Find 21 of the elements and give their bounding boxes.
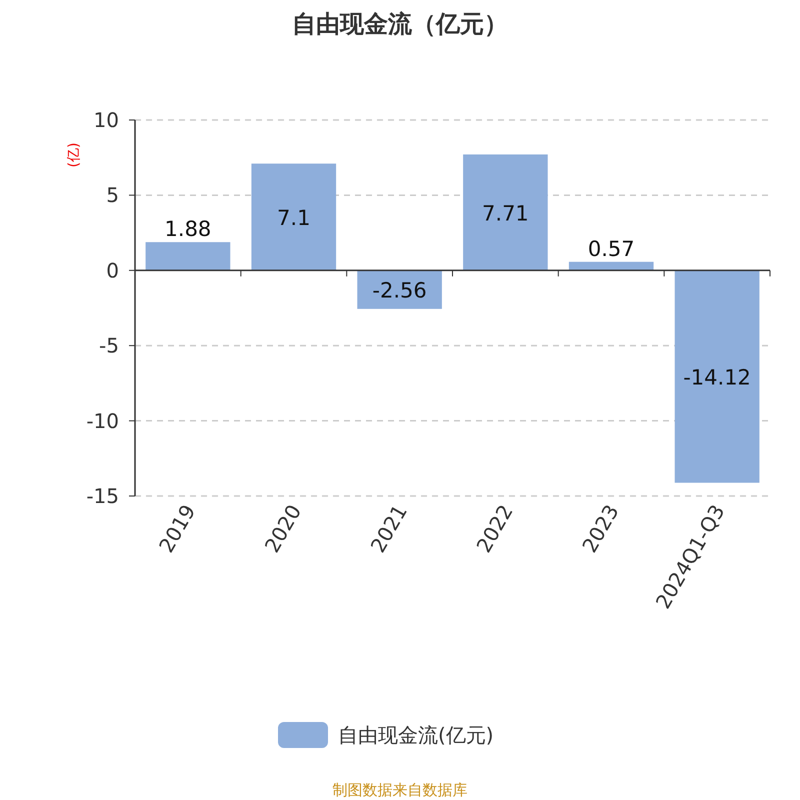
- bar: [146, 242, 230, 270]
- data-label: 1.88: [164, 217, 212, 242]
- data-label: -2.56: [372, 278, 427, 303]
- y-axis-title: (亿): [66, 142, 82, 168]
- y-tick-label: -5: [99, 334, 119, 358]
- data-label: -14.12: [683, 366, 751, 390]
- chart-title: 自由现金流（亿元）: [292, 10, 508, 38]
- y-tick-label: 5: [106, 183, 119, 208]
- data-label: 7.71: [482, 201, 529, 226]
- data-label: 0.57: [588, 236, 635, 261]
- y-tick-label: 0: [106, 258, 119, 282]
- text: 制图数据来自数据库: [332, 781, 468, 799]
- y-tick-label: 10: [94, 108, 119, 132]
- bar: [674, 270, 760, 483]
- data-label: 7.1: [277, 206, 310, 230]
- legend-label: 自由现金流(亿元): [338, 723, 494, 747]
- bar: [251, 164, 336, 270]
- y-tick-label: -15: [86, 484, 119, 508]
- bar: [463, 154, 548, 270]
- y-tick-label: -10: [86, 408, 119, 433]
- bar: [357, 270, 442, 309]
